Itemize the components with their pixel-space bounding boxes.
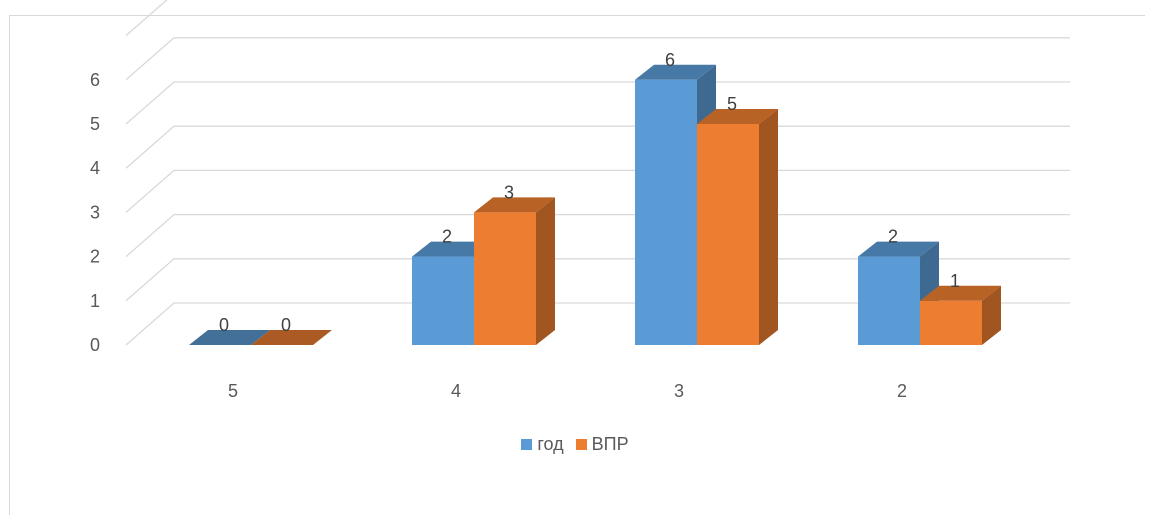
y-tick-label: 0 — [90, 335, 100, 355]
data-label: 3 — [504, 182, 514, 202]
bar-top — [920, 285, 1001, 301]
y-tick-label: 2 — [90, 247, 100, 267]
y-tick-label: 1 — [90, 291, 100, 311]
bar-ВПР-5 — [251, 330, 332, 345]
data-label: 1 — [950, 271, 960, 291]
legend-swatch-series-2 — [575, 439, 587, 450]
bar-front — [474, 212, 536, 345]
y-tick-label: 6 — [90, 70, 100, 90]
gridline — [125, 37, 1070, 81]
legend-item-series-2: ВПР — [575, 434, 629, 455]
legend: год ВПР — [0, 434, 1150, 455]
bar-side — [759, 109, 778, 345]
data-label: 5 — [727, 94, 737, 114]
x-tick-label: 4 — [451, 381, 461, 401]
gridline — [125, 125, 1070, 169]
y-axis: 0 1 2 3 4 5 6 — [90, 70, 100, 355]
bar-front — [697, 124, 759, 345]
bar-ВПР-2 — [920, 285, 1001, 345]
x-tick-label: 2 — [897, 381, 907, 401]
bar-front — [635, 79, 697, 346]
bar-год-5 — [189, 330, 270, 345]
bar-front — [412, 256, 474, 345]
legend-swatch-series-1 — [521, 439, 533, 450]
gridline — [125, 0, 168, 37]
bar-top — [251, 330, 332, 345]
bar-front — [920, 300, 982, 345]
bar-top — [189, 330, 270, 345]
data-label: 6 — [665, 50, 675, 70]
bar-ВПР-4 — [474, 197, 555, 345]
bar-side — [536, 197, 555, 345]
chart-frame — [9, 15, 1145, 515]
gridline — [125, 169, 1070, 213]
y-tick-label: 5 — [90, 114, 100, 134]
legend-label-series-1: год — [537, 434, 564, 454]
bar-ВПР-3 — [697, 109, 778, 345]
x-axis: 5 4 3 2 — [228, 381, 907, 401]
gridline — [125, 81, 1070, 125]
bar-top — [412, 241, 493, 257]
x-tick-label: 3 — [674, 381, 684, 401]
bar-side — [982, 285, 1001, 345]
bar-front — [858, 256, 920, 345]
legend-label-series-2: ВПР — [591, 434, 629, 454]
bar-top — [474, 197, 555, 213]
data-labels: 0 0 2 3 6 5 2 1 — [219, 50, 960, 335]
chart-canvas: 0 1 2 3 4 5 6 0 0 2 3 6 5 2 1 5 4 3 2 — [90, 0, 1070, 401]
x-tick-label: 5 — [228, 381, 238, 401]
bar-top — [858, 241, 939, 257]
bar-год-3 — [635, 64, 716, 346]
bar-top — [635, 64, 716, 80]
data-label: 2 — [888, 227, 898, 247]
legend-item-series-1: год — [521, 434, 564, 455]
y-tick-label: 4 — [90, 158, 100, 178]
data-label: 2 — [442, 227, 452, 247]
bars — [189, 64, 1001, 346]
data-label: 0 — [219, 315, 229, 335]
y-tick-label: 3 — [90, 202, 100, 222]
bar-top — [697, 109, 778, 124]
data-label: 0 — [281, 315, 291, 335]
